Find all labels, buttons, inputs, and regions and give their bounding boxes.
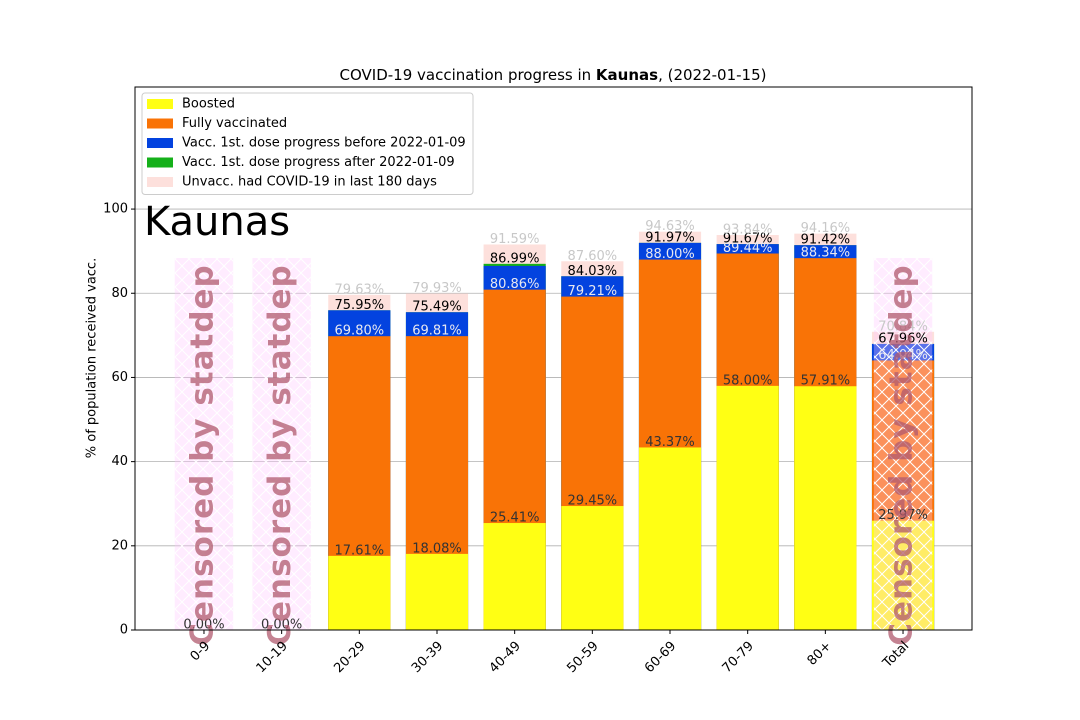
bar <box>483 523 546 630</box>
y-tick-label: 100 <box>103 202 128 217</box>
data-label: 86.99% <box>490 251 540 266</box>
data-label: 75.49% <box>412 300 462 315</box>
bar <box>405 553 469 630</box>
data-label: 89.44% <box>723 241 773 256</box>
data-label: 91.67% <box>723 232 773 247</box>
bar <box>638 447 702 630</box>
data-label: 79.63% <box>335 282 385 297</box>
legend-label: Vacc. 1st. dose progress after 2022-01-0… <box>182 155 455 170</box>
censored-hatch <box>873 258 933 630</box>
data-label: 91.97% <box>645 230 695 245</box>
data-label: 84.03% <box>568 264 618 279</box>
censored-label: Censored by statdep <box>262 264 298 646</box>
data-label: 58.00% <box>723 373 773 388</box>
bar <box>794 386 857 630</box>
data-label: 94.63% <box>645 219 695 234</box>
data-label: 91.42% <box>801 233 851 248</box>
data-label: 57.91% <box>801 374 851 389</box>
data-label: 25.97% <box>878 508 928 523</box>
title-part: COVID-19 vaccination progress in <box>340 66 596 84</box>
data-label: 0.00% <box>261 618 302 633</box>
data-label: 25.41% <box>490 511 540 526</box>
chart-title: COVID-19 vaccination progress in Kaunas,… <box>340 66 767 84</box>
annotation: Kaunas <box>144 199 290 245</box>
data-label: 93.84% <box>723 222 773 237</box>
data-label: 67.96% <box>878 331 928 346</box>
data-label: 94.16% <box>801 221 851 236</box>
data-label: 17.61% <box>335 543 385 558</box>
data-label: 64.04% <box>878 348 928 363</box>
legend-label: Boosted <box>182 97 235 112</box>
data-label: 80.86% <box>490 277 540 292</box>
y-tick-label: 0 <box>120 623 128 638</box>
censored-label: Censored by statdep <box>184 264 220 646</box>
data-label: 88.34% <box>801 246 851 261</box>
legend-label: Unvacc. had COVID-19 in last 180 days <box>182 175 437 190</box>
data-label: 69.80% <box>335 324 385 339</box>
plot-frame <box>134 86 973 631</box>
legend-swatch <box>147 118 173 129</box>
y-tick-label: 60 <box>111 370 128 385</box>
censored-label: Censored by statdep <box>884 264 920 646</box>
y-tick-label: 20 <box>111 538 128 553</box>
data-label: 75.95% <box>335 298 385 313</box>
title-part: , (2022-01-15) <box>658 66 766 84</box>
bar <box>328 555 391 630</box>
data-label: 69.81% <box>412 324 462 339</box>
y-axis-label: % of population received vacc. <box>85 258 100 458</box>
data-label: 91.59% <box>490 232 540 247</box>
data-label: 70.84% <box>878 319 928 334</box>
data-label: 79.21% <box>568 284 618 299</box>
data-label: 43.37% <box>645 435 695 450</box>
data-label: 29.45% <box>568 494 618 509</box>
censored-hatch <box>174 258 234 630</box>
y-tick-label: 40 <box>111 454 128 469</box>
legend-swatch <box>147 157 173 168</box>
data-label: 79.93% <box>412 281 462 296</box>
legend-label: Vacc. 1st. dose progress before 2022-01-… <box>182 136 466 151</box>
legend-swatch <box>147 99 173 109</box>
data-label: 18.08% <box>412 541 462 556</box>
bar <box>716 385 779 630</box>
data-label: 88.00% <box>645 247 695 262</box>
legend-label: Fully vaccinated <box>182 116 287 131</box>
bar <box>561 506 624 630</box>
legend-swatch <box>147 177 173 187</box>
data-label: 0.00% <box>183 618 224 633</box>
data-label: 87.60% <box>568 249 618 264</box>
y-tick-label: 80 <box>111 286 128 301</box>
legend-box <box>141 92 474 195</box>
censored-hatch <box>252 258 311 630</box>
title-part: Kaunas <box>596 66 658 84</box>
legend-swatch <box>147 138 173 148</box>
